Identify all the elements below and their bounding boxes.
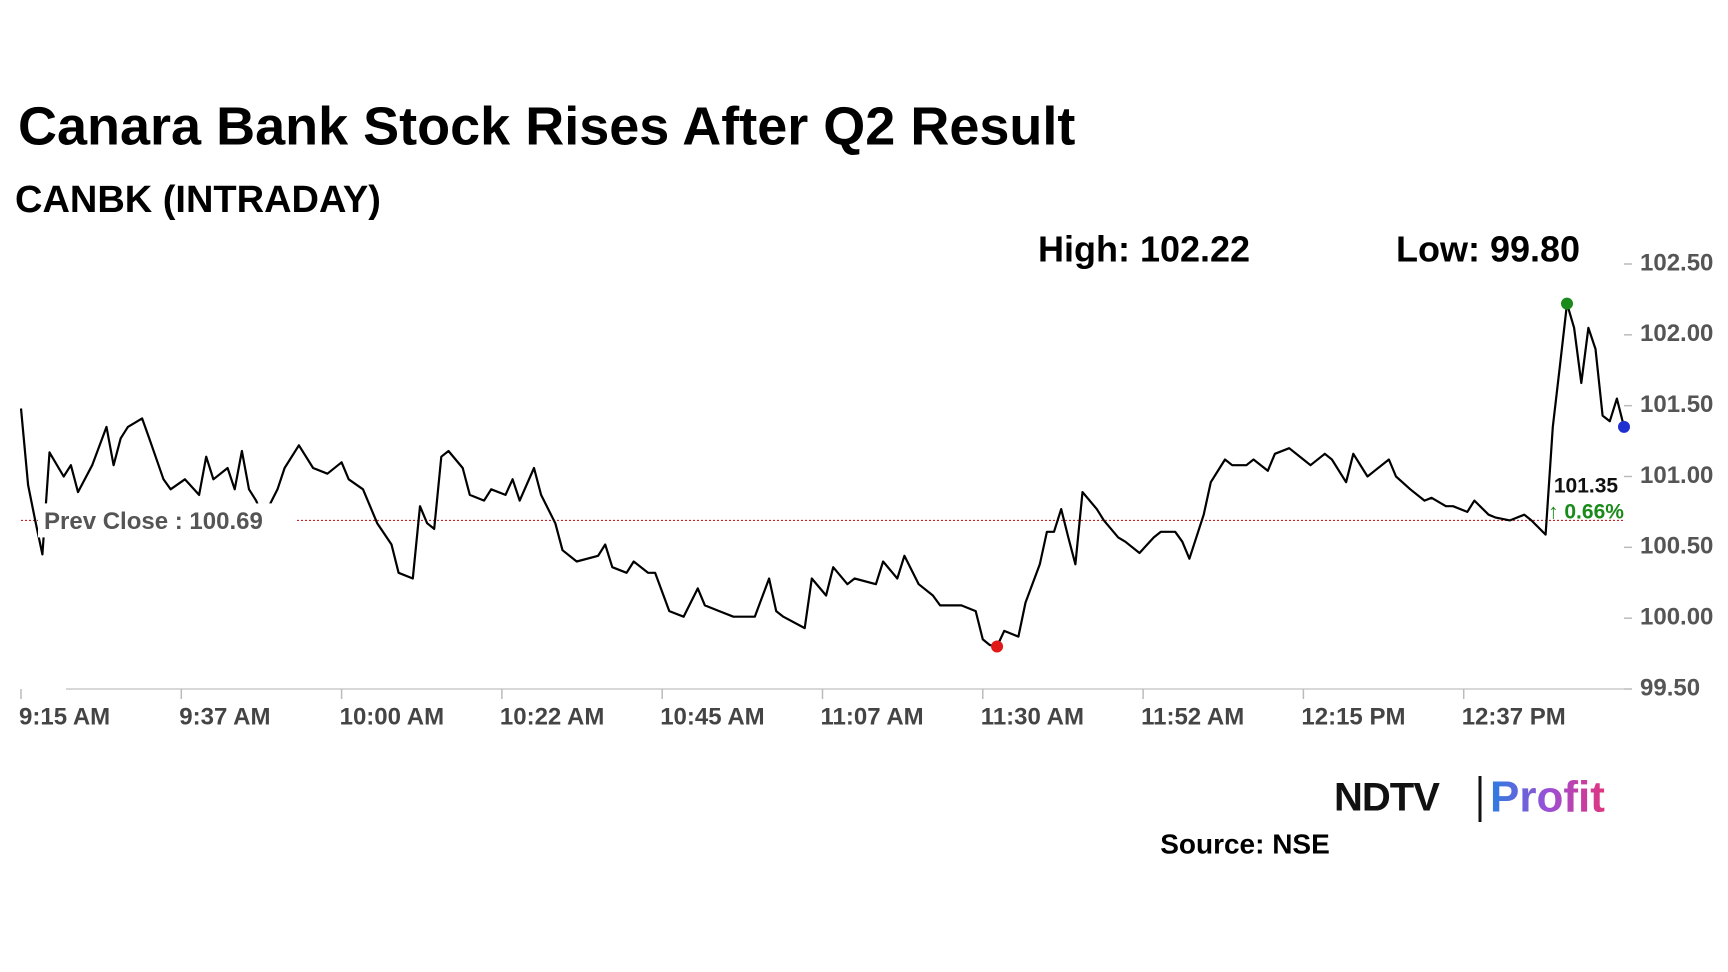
logo-brand: NDTV bbox=[1334, 776, 1440, 820]
x-tick-label: 9:37 AM bbox=[179, 703, 270, 730]
x-tick-label: 9:15 AM bbox=[19, 703, 110, 730]
change-label: ↑ 0.66% bbox=[1548, 500, 1624, 523]
y-tick-label: 100.50 bbox=[1640, 533, 1713, 560]
logo-product: Profit bbox=[1490, 773, 1605, 822]
x-tick-label: 10:22 AM bbox=[500, 703, 604, 730]
y-tick-label: 100.00 bbox=[1640, 604, 1713, 631]
chart-title: Canara Bank Stock Rises After Q2 Result bbox=[18, 96, 1075, 156]
prev-close-label: Prev Close : 100.69 bbox=[44, 508, 263, 535]
y-tick-label: 102.50 bbox=[1640, 249, 1713, 276]
plot-area: 99.50 100.00 100.50 101.00 101.50 102.00 102.5… bbox=[19, 249, 1713, 730]
x-tick-label: 10:45 AM bbox=[660, 703, 764, 730]
x-tick-label: 12:15 PM bbox=[1301, 703, 1405, 730]
price-line bbox=[19, 302, 1626, 648]
x-tick-label: 11:07 AM bbox=[821, 703, 924, 730]
low-text: Low: 99.80 bbox=[1396, 229, 1580, 270]
x-tick-label: 11:52 AM bbox=[1141, 703, 1244, 730]
source: Source: NSE bbox=[1160, 828, 1330, 859]
y-tick-label: 99.50 bbox=[1640, 674, 1700, 701]
y-tick-label: 101.50 bbox=[1640, 391, 1713, 418]
y-tick-label: 101.00 bbox=[1640, 462, 1713, 489]
x-tick-label: 12:37 PM bbox=[1462, 703, 1566, 730]
y-tick-label: 102.00 bbox=[1640, 320, 1713, 347]
x-tick-label: 11:30 AM bbox=[981, 703, 1084, 730]
chart-subtitle: CANBK (INTRADAY) bbox=[15, 179, 381, 221]
high-text: High: 102.22 bbox=[1038, 229, 1250, 270]
low-marker bbox=[991, 640, 1004, 653]
high-marker bbox=[1561, 297, 1574, 310]
prev-close-label-bg bbox=[38, 503, 296, 538]
x-tick-label: 10:00 AM bbox=[340, 703, 444, 730]
last-marker bbox=[1618, 420, 1630, 433]
last-price-label: 101.35 bbox=[1554, 474, 1619, 497]
